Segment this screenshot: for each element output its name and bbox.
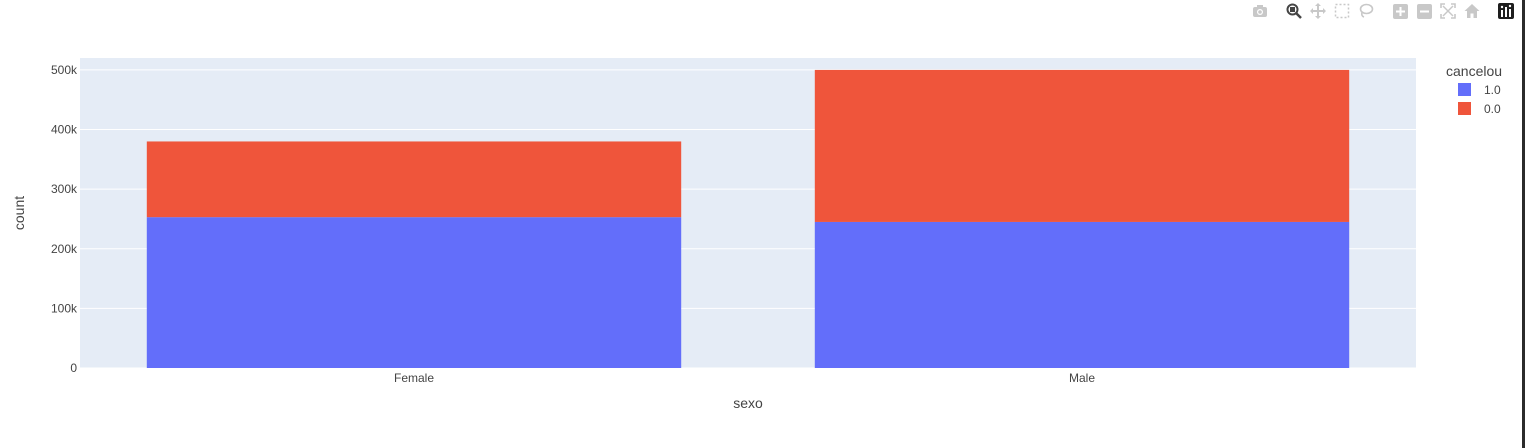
legend-swatch[interactable]	[1458, 83, 1471, 96]
y-tick-label: 500k	[51, 63, 78, 77]
lasso-icon[interactable]	[1356, 1, 1376, 21]
y-tick-label: 0	[70, 361, 77, 375]
y-axis-ticks: 0 100k 200k 300k 400k 500k	[51, 63, 78, 375]
x-axis-title: sexo	[733, 395, 763, 411]
box-select-icon[interactable]	[1332, 1, 1352, 21]
x-axis-ticks: Female Male	[394, 371, 1095, 385]
zoom-icon[interactable]	[1284, 1, 1304, 21]
legend-label[interactable]: 0.0	[1484, 102, 1501, 116]
legend-swatch[interactable]	[1458, 102, 1471, 115]
bar-female-0-0[interactable]	[146, 141, 682, 218]
legend: cancelou 1.0 0.0	[1446, 63, 1502, 116]
window-edge	[1522, 0, 1525, 448]
bar-female-1-0[interactable]	[146, 217, 682, 368]
y-tick-label: 300k	[51, 182, 78, 196]
bars	[146, 69, 1350, 368]
y-tick-label: 400k	[51, 123, 78, 137]
autoscale-icon[interactable]	[1438, 1, 1458, 21]
reset-axes-icon[interactable]	[1462, 1, 1482, 21]
zoom-out-icon[interactable]	[1414, 1, 1434, 21]
x-tick-label: Male	[1069, 371, 1095, 385]
y-tick-label: 100k	[51, 301, 78, 315]
x-tick-label: Female	[394, 371, 434, 385]
y-tick-label: 200k	[51, 242, 78, 256]
bar-male-1-0[interactable]	[814, 221, 1350, 368]
camera-icon[interactable]	[1250, 1, 1270, 21]
zoom-in-icon[interactable]	[1390, 1, 1410, 21]
legend-label[interactable]: 1.0	[1484, 83, 1501, 97]
y-axis-title: count	[11, 196, 27, 230]
legend-title: cancelou	[1446, 63, 1502, 79]
modebar	[1250, 0, 1520, 22]
pan-icon[interactable]	[1308, 1, 1328, 21]
bar-male-0-0[interactable]	[814, 69, 1350, 222]
plotly-logo-icon[interactable]	[1496, 1, 1516, 21]
